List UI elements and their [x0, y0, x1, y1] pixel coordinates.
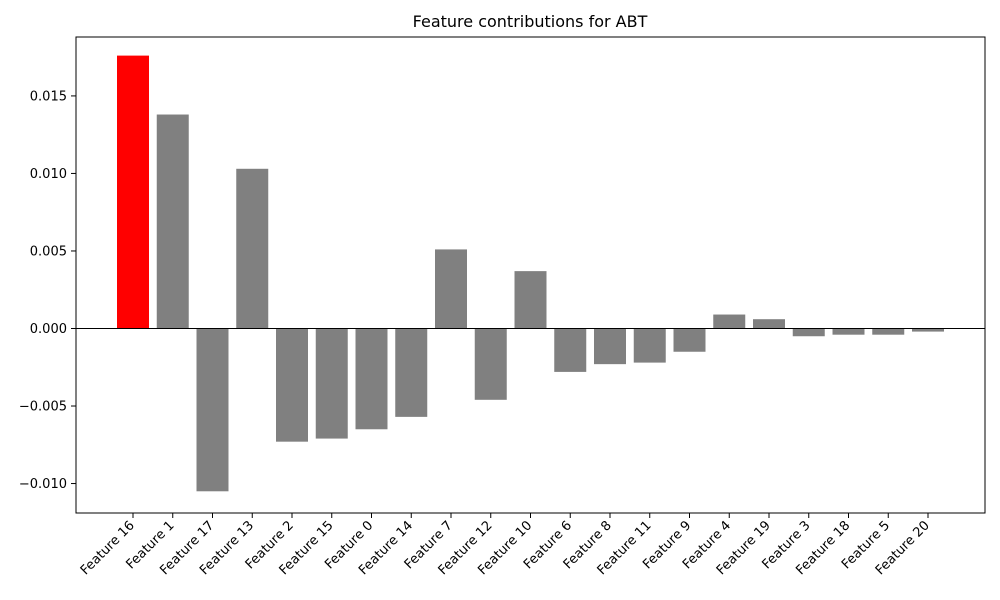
bar-feature-20 [912, 328, 944, 332]
y-tick-label: 0.015 [30, 89, 67, 104]
bar-feature-8 [594, 328, 626, 365]
bar-feature-11 [633, 328, 666, 363]
plot-frame [75, 36, 986, 514]
y-axis: −0.010 −0.005 0.000 0.005 0.010 0.015 [19, 89, 76, 492]
bar-feature-7 [435, 249, 467, 329]
y-tick-label: −0.010 [19, 477, 67, 492]
x-tick-label: Feature 16 [78, 518, 138, 578]
bar-feature-15 [315, 328, 348, 439]
y-tick-label: 0.000 [30, 322, 67, 337]
bar-feature-10 [514, 271, 547, 329]
bar-feature-4 [713, 314, 746, 329]
bar-feature-13 [236, 168, 269, 329]
bar-feature-17 [196, 328, 229, 492]
y-tick-label: 0.005 [30, 244, 67, 259]
y-tick-label: −0.005 [19, 400, 67, 415]
bar-feature-5 [872, 328, 905, 335]
bar-feature-19 [753, 319, 785, 329]
bar-feature-3 [792, 328, 825, 337]
bar-feature-9 [673, 328, 706, 352]
bar-feature-1 [156, 114, 189, 329]
bars-layer [117, 55, 944, 492]
bar-feature-12 [474, 328, 507, 400]
bar-feature-16 [117, 55, 149, 329]
y-tick-label: 0.010 [30, 167, 67, 182]
chart-title: Feature contributions for ABT [413, 12, 648, 31]
bar-feature-0 [355, 328, 388, 430]
bar-feature-6 [554, 328, 587, 372]
bar-feature-2 [276, 328, 308, 442]
bar-feature-14 [395, 328, 428, 417]
bar-feature-18 [832, 328, 865, 335]
